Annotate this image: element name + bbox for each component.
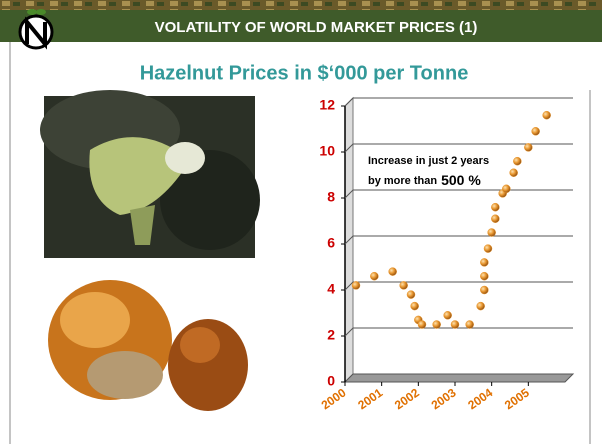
header-bar: [0, 10, 602, 42]
y-tick-label: 8: [327, 189, 335, 205]
x-tick-label: 2001: [355, 385, 385, 412]
data-point: [432, 320, 441, 329]
data-point: [509, 168, 518, 177]
grid-line: [344, 97, 573, 107]
annotation: by more than 500 %: [368, 172, 481, 188]
decor-strip: [0, 0, 602, 10]
data-point: [443, 311, 452, 320]
y-tick-label: 12: [319, 97, 335, 113]
data-point: [351, 281, 361, 290]
data-point: [406, 290, 416, 299]
data-point: [502, 184, 511, 194]
photo-hazelnuts: [48, 280, 248, 411]
data-point: [491, 202, 500, 212]
x-tick-label: 2000: [319, 385, 349, 412]
y-tick-label: 2: [327, 327, 335, 343]
data-point: [399, 281, 408, 290]
data-point: [410, 301, 419, 311]
grid-line: [344, 189, 573, 199]
y-tick-label: 0: [327, 373, 335, 389]
y-tick-label: 6: [327, 235, 335, 251]
data-point: [450, 320, 460, 329]
data-point: [480, 285, 489, 295]
data-point: [483, 244, 493, 253]
data-point: [491, 214, 500, 223]
photo-hazel-branch: [40, 90, 260, 258]
y-tick-label: 10: [319, 143, 335, 159]
x-tick-label: 2002: [392, 385, 422, 412]
data-point: [465, 320, 474, 329]
grid-line: [344, 235, 573, 245]
grid-line: [344, 143, 573, 153]
x-tick-label: 2005: [502, 385, 532, 412]
data-point: [388, 267, 397, 276]
data-point: [513, 156, 522, 166]
data-point: [417, 320, 427, 329]
data-point: [480, 258, 489, 267]
grid-line: [344, 327, 573, 337]
header-title: VOLATILITY OF WORLD MARKET PRICES (1): [155, 19, 478, 36]
data-point: [524, 143, 533, 152]
x-tick-label: 2004: [465, 385, 495, 412]
logo: [18, 9, 54, 50]
data-point: [487, 228, 496, 237]
chart-title: Hazelnut Prices in $‘000 per Tonne: [140, 62, 469, 84]
annotation: Increase in just 2 years: [368, 155, 489, 167]
data-point: [476, 301, 485, 311]
annotation-emphasis: 500 %: [441, 172, 481, 188]
x-tick-label: 2003: [429, 385, 459, 412]
data-point: [480, 271, 489, 281]
plot-floor: [343, 373, 575, 383]
grid-line: [344, 281, 573, 291]
data-point: [531, 127, 540, 136]
data-point: [370, 271, 379, 281]
y-tick-label: 4: [327, 281, 335, 297]
data-point: [542, 110, 551, 120]
annotation-text: by more than: [368, 175, 437, 187]
